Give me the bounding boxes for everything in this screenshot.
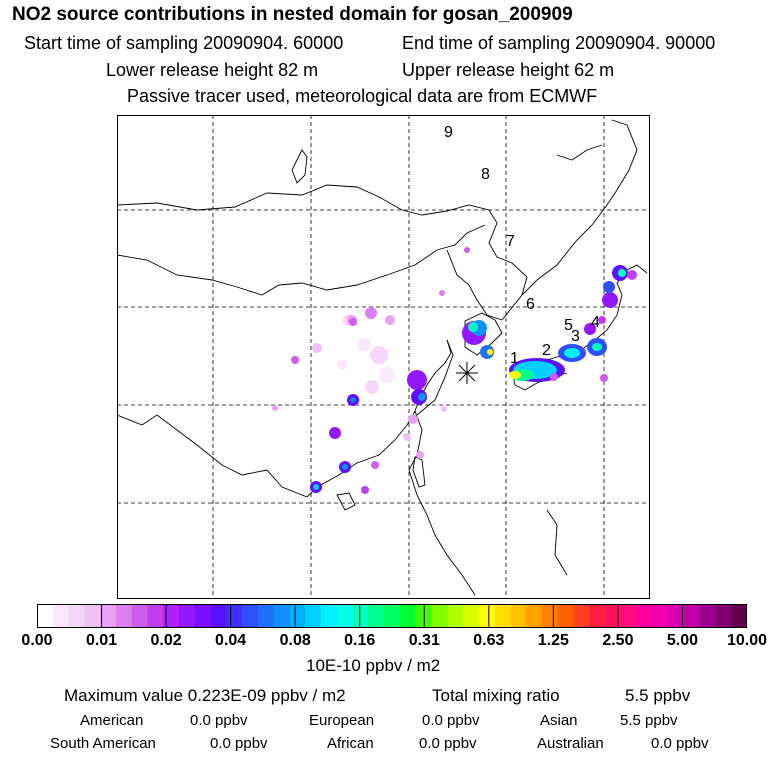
region-name: Asian [540, 712, 578, 729]
colorbar-swatch [289, 604, 306, 628]
concentration-plume [272, 247, 637, 494]
colorbar-swatch [605, 604, 622, 628]
trajectory-label: 2 [542, 342, 551, 359]
start-time: Start time of sampling 20090904. 60000 [24, 33, 344, 53]
trajectory-label: 1 [510, 350, 519, 367]
colorbar-swatch [399, 604, 417, 628]
trajectory-label: 5 [564, 317, 573, 334]
colorbar-tick-label: 1.25 [537, 632, 569, 649]
region-value: 0.0 ppbv [210, 735, 268, 752]
colorbar-swatch [68, 604, 85, 628]
colorbar-tick-label: 0.08 [279, 632, 311, 649]
region-name: South American [50, 735, 156, 752]
colorbar-swatch [510, 604, 527, 628]
graticule [117, 115, 650, 599]
colorbar-tick-label: 2.50 [602, 632, 634, 649]
colorbar-swatch [447, 604, 464, 628]
colorbar-tick-label: 0.63 [473, 632, 505, 649]
colorbar-swatch [131, 604, 149, 628]
page-title: NO2 source contributions in nested domai… [12, 4, 573, 25]
colorbar-swatch [652, 604, 669, 628]
total-mixing-ratio-value: 5.5 ppbv [625, 686, 691, 705]
colorbar-swatch [84, 604, 101, 628]
colorbar-swatch [242, 604, 259, 628]
colorbar-swatch [731, 604, 747, 628]
colorbar-swatch [478, 604, 496, 628]
maximum-value: Maximum value 0.223E-09 ppbv / m2 [64, 686, 346, 705]
colorbar-swatch [321, 604, 338, 628]
colorbar-tick-label: 0.04 [215, 632, 247, 649]
trajectory-label: 4 [591, 314, 600, 331]
colorbar-tick-label: 0.16 [344, 632, 376, 649]
trajectory-label: 7 [506, 233, 515, 250]
trajectory-label: 8 [481, 166, 490, 183]
region-value: 5.5 ppbv [620, 712, 678, 729]
colorbar-swatch [37, 604, 54, 628]
upper-release-height: Upper release height 62 m [402, 60, 615, 80]
region-value: 0.0 ppbv [422, 712, 480, 729]
lower-release-height: Lower release height 82 m [106, 60, 319, 80]
colorbar-swatch [541, 604, 559, 628]
tracer-info: Passive tracer used, meteorological data… [127, 86, 598, 106]
trajectory-labels: 1 2 3 4 5 6 7 8 9 [444, 124, 600, 367]
colorbar-swatch [557, 604, 575, 628]
colorbar-swatch [573, 604, 590, 628]
colorbar-swatch [352, 604, 369, 628]
receptor-star-icon [456, 362, 478, 384]
colorbar-swatch [715, 604, 732, 628]
colorbar-units: 10E-10 ppbv / m2 [306, 656, 441, 675]
colorbar-swatch [431, 604, 448, 628]
total-mixing-ratio-label: Total mixing ratio [432, 686, 560, 705]
colorbar-swatch [179, 604, 196, 628]
region-name: American [80, 712, 144, 729]
end-time: End time of sampling 20090904. 90000 [402, 33, 716, 53]
colorbar-swatch [226, 604, 243, 628]
colorbar-tick-label: 0.31 [408, 632, 440, 649]
region-name: European [309, 712, 375, 729]
colorbar-swatch [683, 604, 701, 628]
region-value: 0.0 ppbv [190, 712, 248, 729]
colorbar-swatch [526, 604, 543, 628]
colorbar-swatch [668, 604, 685, 628]
contribution-map: 1 2 3 4 5 6 7 8 9 [117, 115, 650, 599]
colorbar-swatch [620, 604, 638, 628]
colorbar-tick-label: 0.00 [21, 632, 53, 649]
colorbar-swatch [336, 604, 354, 628]
colorbar-swatch [163, 604, 180, 628]
colorbar-swatch [210, 604, 227, 628]
colorbar-swatch [100, 604, 117, 628]
region-name: African [327, 735, 374, 752]
colorbar-swatch [368, 604, 385, 628]
colorbar-swatch [463, 604, 480, 628]
colorbar-swatch [257, 604, 275, 628]
colorbar-frame [37, 604, 747, 628]
colorbar-swatch [636, 604, 653, 628]
colorbar-swatch [305, 604, 322, 628]
colorbar-tick-label: 0.01 [85, 632, 118, 649]
trajectory-label: 3 [571, 328, 580, 345]
trajectory-label: 6 [526, 296, 535, 313]
colorbar-tick-label: 10.00 [726, 632, 768, 649]
colorbar-tick-label: 5.00 [666, 632, 699, 649]
trajectory-label: 9 [444, 124, 453, 141]
region-value: 0.0 ppbv [419, 735, 477, 752]
region-value: 0.0 ppbv [651, 735, 709, 752]
colorbar-swatch [494, 604, 511, 628]
region-name: Australian [537, 735, 604, 752]
colorbar-swatch [699, 604, 717, 628]
colorbar-swatch [147, 604, 164, 628]
colorbar-swatch [52, 604, 70, 628]
colorbar-swatch [384, 604, 401, 628]
colorbar-swatch [589, 604, 606, 628]
colorbar [37, 604, 747, 628]
colorbar-swatch [194, 604, 212, 628]
colorbar-swatch [115, 604, 133, 628]
colorbar-swatch [273, 604, 291, 628]
colorbar-tick-label: 0.02 [150, 632, 182, 649]
